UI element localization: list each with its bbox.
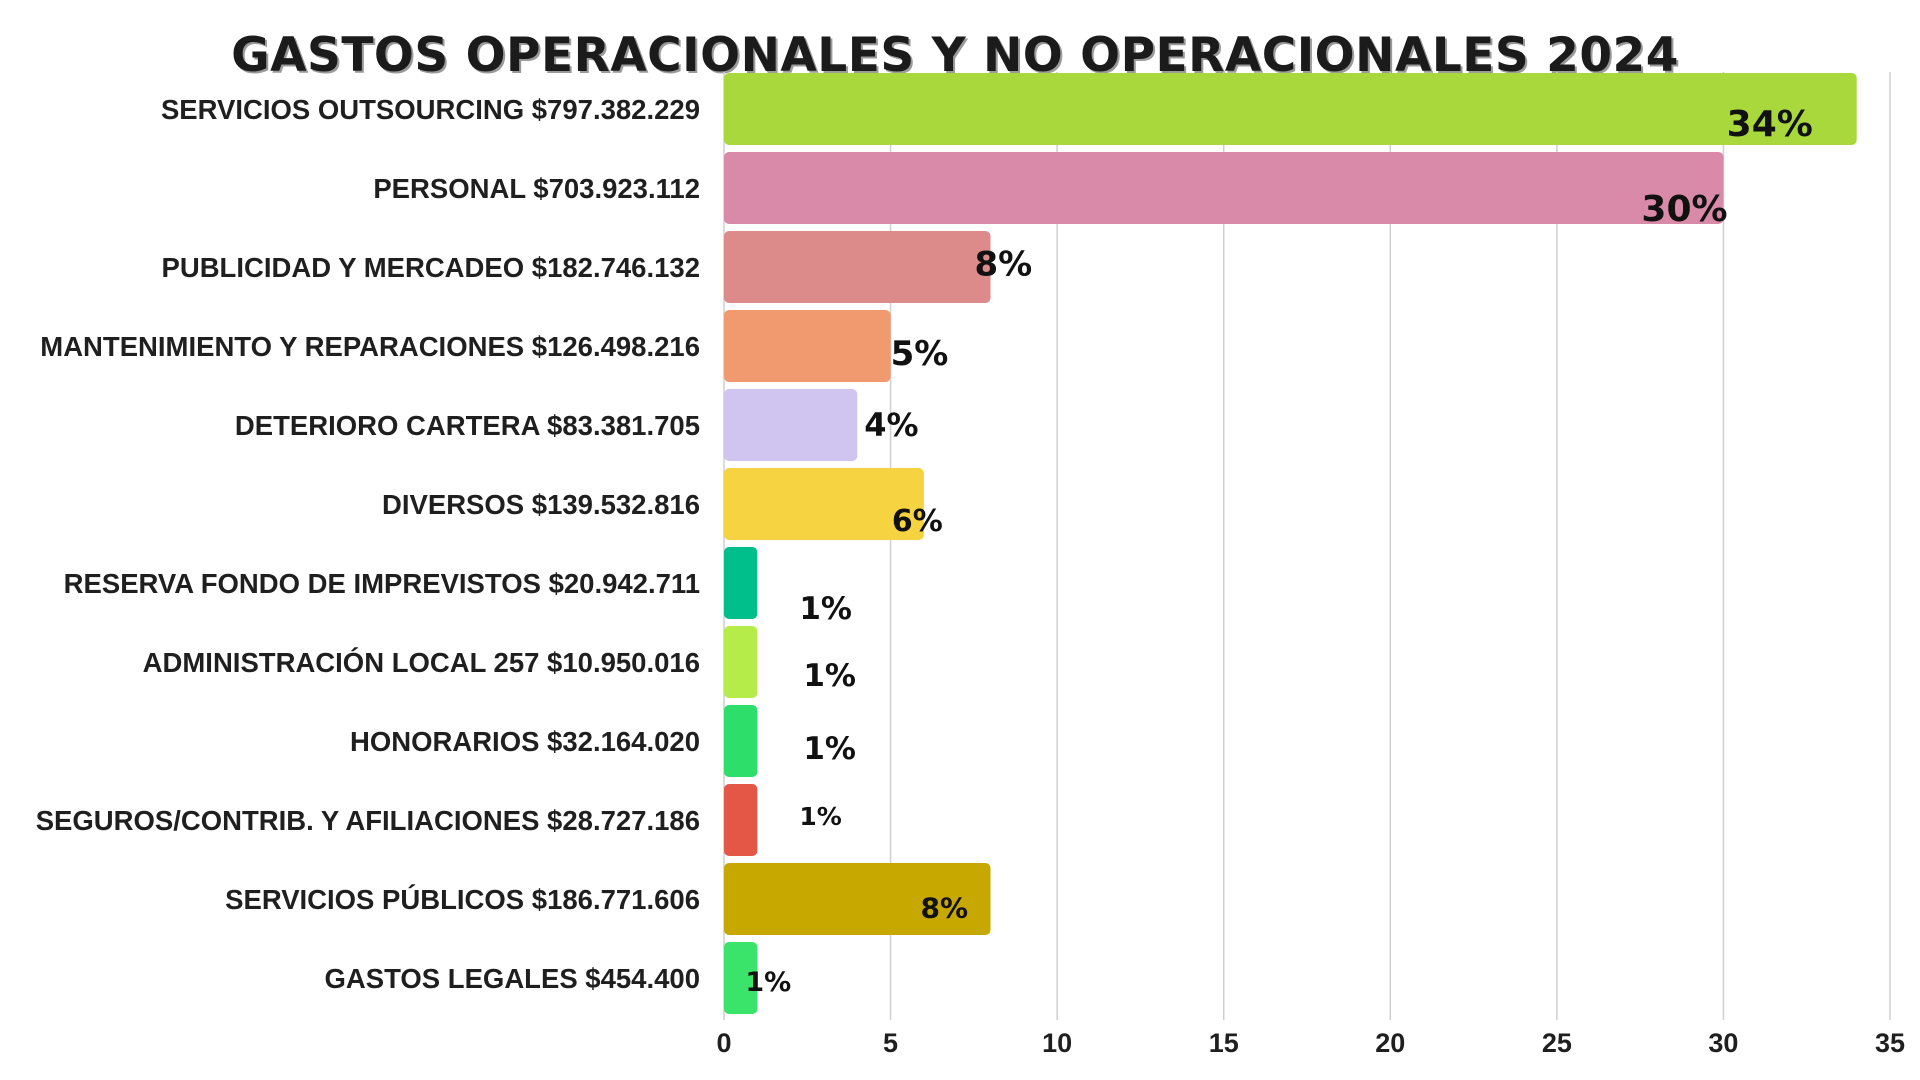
data-label-9: 1% [803,731,856,767]
x-tick-label-25: 25 [1542,1028,1572,1058]
bar-10 [724,784,758,856]
category-label-4: MANTENIMIENTO Y REPARACIONES $126.498.21… [40,331,700,362]
category-labels: SERVICIOS OUTSOURCING $797.382.229 PERSON… [36,94,700,994]
category-label-11: SERVICIOS PÚBLICOS $186.771.606 [225,884,700,915]
x-tick-label-35: 35 [1875,1028,1905,1058]
data-label-2: 30% [1641,189,1727,230]
bar-9 [724,705,758,777]
x-tick-label-15: 15 [1209,1028,1239,1058]
x-tick-label-0: 0 [716,1028,731,1058]
category-label-1: SERVICIOS OUTSOURCING $797.382.229 [161,94,700,125]
bar-5 [724,389,858,461]
x-tick-label-30: 30 [1708,1028,1738,1058]
data-label-3: 8% [975,244,1033,284]
bar-2 [724,152,1724,224]
data-label-10: 1% [799,802,841,831]
data-label-1: 34% [1727,104,1813,145]
x-tick-label-5: 5 [883,1028,898,1058]
category-label-7: RESERVA FONDO DE IMPREVISTOS $20.942.711 [64,568,700,599]
category-label-12: GASTOS LEGALES $454.400 [325,963,700,994]
bar-1 [724,73,1857,145]
category-label-5: DETERIORO CARTERA $83.381.705 [235,410,700,441]
data-labels: 34% 30% 8% 5% 4% 6% 1% 1% 1% 1% 8% 1% [745,104,1813,998]
data-label-7: 1% [799,591,852,627]
data-label-8: 1% [803,658,856,694]
data-label-11: 8% [921,891,969,924]
category-label-3: PUBLICIDAD Y MERCADEO $182.746.132 [162,252,701,283]
bar-4 [724,310,891,382]
category-label-9: HONORARIOS $32.164.020 [350,726,700,757]
bar-12 [724,942,758,1014]
bar-7 [724,547,758,619]
x-axis-ticks: 0 5 10 15 20 25 30 35 [716,1028,1905,1058]
category-label-10: SEGUROS/CONTRIB. Y AFILIACIONES $28.727.… [36,805,700,836]
category-label-6: DIVERSOS $139.532.816 [382,489,700,520]
bar-11 [724,863,991,935]
category-label-2: PERSONAL $703.923.112 [373,173,700,204]
bar-6 [724,468,924,540]
data-label-5: 4% [864,406,918,444]
bars [724,73,1857,1014]
data-label-6: 6% [892,504,943,539]
data-label-4: 5% [891,334,949,374]
bar-3 [724,231,991,303]
x-tick-label-20: 20 [1375,1028,1405,1058]
bar-8 [724,626,758,698]
category-label-8: ADMINISTRACIÓN LOCAL 257 $10.950.016 [143,647,700,678]
x-tick-label-10: 10 [1042,1028,1072,1058]
gridlines [723,72,1891,1020]
data-label-12: 1% [745,967,791,998]
